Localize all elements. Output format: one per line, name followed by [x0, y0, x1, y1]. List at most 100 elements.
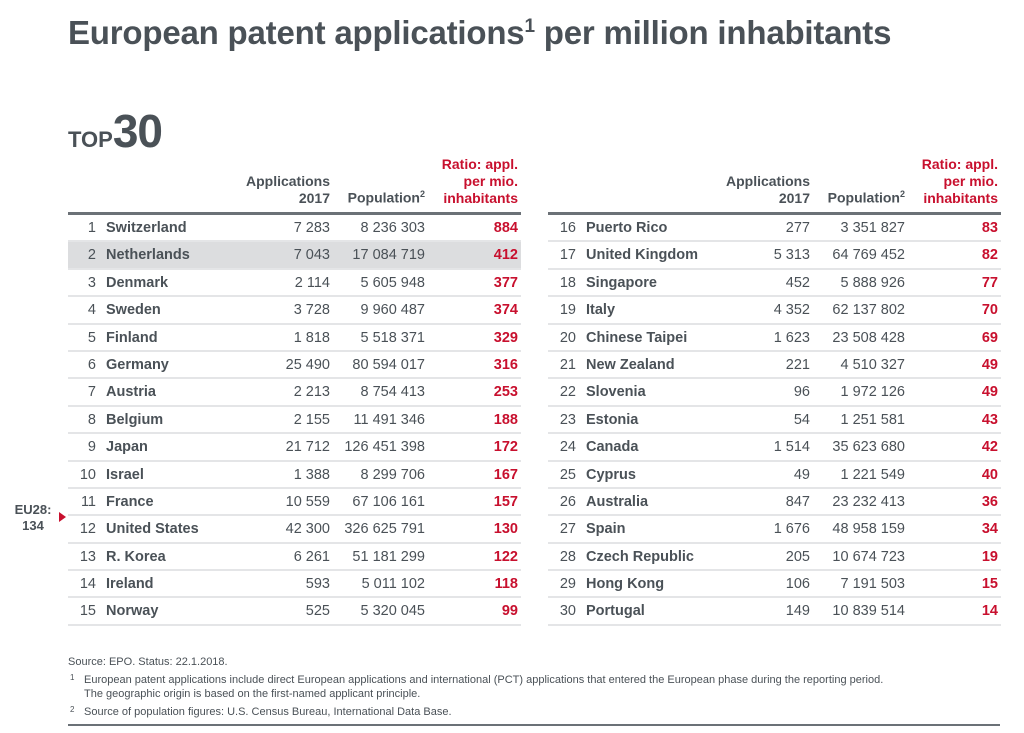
rank-cell: 15 [68, 599, 96, 624]
population-cell: 17 084 719 [352, 243, 425, 268]
country-cell: Finland [106, 326, 158, 351]
country-cell: Ireland [106, 572, 154, 597]
rank-cell: 11 [68, 490, 96, 515]
population-cell: 126 451 398 [344, 435, 425, 460]
country-cell: New Zealand [586, 353, 675, 378]
applications-cell: 2 114 [295, 271, 330, 296]
population-cell: 23 508 428 [832, 326, 905, 351]
population-cell: 8 299 706 [360, 463, 425, 488]
applications-cell: 277 [786, 216, 810, 241]
table-row: 30Portugal14910 839 51414 [548, 598, 1001, 625]
country-cell: Japan [106, 435, 148, 460]
rank-cell: 5 [68, 326, 96, 351]
population-cell: 1 221 549 [840, 463, 905, 488]
applications-cell: 1 514 [774, 435, 810, 460]
rank-cell: 25 [548, 463, 576, 488]
applications-cell: 1 623 [774, 326, 810, 351]
applications-cell: 6 261 [294, 545, 330, 570]
ranking-table-left: Applications2017Population2Ratio: appl.p… [68, 155, 521, 626]
applications-cell: 1 388 [294, 463, 330, 488]
applications-cell: 2 213 [294, 380, 330, 405]
population-cell: 64 769 452 [832, 243, 905, 268]
applications-cell: 847 [786, 490, 810, 515]
ratio-cell: 374 [494, 298, 518, 323]
rank-cell: 27 [548, 517, 576, 542]
ratio-cell: 172 [494, 435, 518, 460]
table-row: 11France10 55967 106 161157 [68, 489, 521, 516]
ratio-cell: 167 [494, 463, 518, 488]
population-cell: 35 623 680 [832, 435, 905, 460]
header-ratio: Ratio: appl.per mio.inhabitants [922, 156, 998, 207]
country-cell: Italy [586, 298, 615, 323]
country-cell: Estonia [586, 408, 638, 433]
ranking-table-right: Applications2017Population2Ratio: appl.p… [548, 155, 1001, 626]
table-row: 28Czech Republic20510 674 72319 [548, 544, 1001, 571]
table-header: Applications2017Population2Ratio: appl.p… [68, 155, 521, 215]
country-cell: Sweden [106, 298, 161, 323]
eu28-average-label: EU28:134 [8, 502, 58, 534]
country-cell: Singapore [586, 271, 657, 296]
population-cell: 10 674 723 [832, 545, 905, 570]
ratio-cell: 69 [982, 326, 998, 351]
rank-cell: 13 [68, 545, 96, 570]
population-cell: 62 137 802 [832, 298, 905, 323]
population-cell: 80 594 017 [352, 353, 425, 378]
rank-cell: 14 [68, 572, 96, 597]
table-row: 19Italy4 35262 137 80270 [548, 297, 1001, 324]
applications-cell: 10 559 [286, 490, 330, 515]
table-row: 9Japan21 712126 451 398172 [68, 434, 521, 461]
ratio-cell: 253 [494, 380, 518, 405]
applications-cell: 1 818 [294, 326, 330, 351]
rank-cell: 9 [68, 435, 96, 460]
population-cell: 10 839 514 [832, 599, 905, 624]
applications-cell: 5 313 [774, 243, 810, 268]
population-cell: 5 518 371 [360, 326, 425, 351]
population-cell: 9 960 487 [360, 298, 425, 323]
top30-heading: TOP30 [68, 104, 162, 158]
applications-cell: 3 728 [294, 298, 330, 323]
table-row: 2Netherlands7 04317 084 719412 [68, 242, 521, 269]
rank-cell: 23 [548, 408, 576, 433]
population-cell: 7 191 503 [840, 572, 905, 597]
population-cell: 5 320 045 [360, 599, 425, 624]
population-cell: 23 232 413 [832, 490, 905, 515]
ratio-cell: 412 [494, 243, 518, 268]
ratio-cell: 36 [982, 490, 998, 515]
country-cell: United States [106, 517, 199, 542]
applications-cell: 452 [786, 271, 810, 296]
population-cell: 51 181 299 [352, 545, 425, 570]
table-row: 6Germany25 49080 594 017316 [68, 352, 521, 379]
table-row: 23Estonia541 251 58143 [548, 407, 1001, 434]
country-cell: Czech Republic [586, 545, 694, 570]
country-cell: Australia [586, 490, 648, 515]
ratio-cell: 377 [494, 271, 518, 296]
country-cell: Austria [106, 380, 156, 405]
source-note: Source: EPO. Status: 22.1.2018. [68, 655, 1000, 670]
table-row: 17United Kingdom5 31364 769 45282 [548, 242, 1001, 269]
ratio-cell: 130 [494, 517, 518, 542]
population-cell: 326 625 791 [344, 517, 425, 542]
table-row: 13R. Korea6 26151 181 299122 [68, 544, 521, 571]
applications-cell: 7 283 [294, 216, 330, 241]
applications-cell: 2 155 [294, 408, 330, 433]
ratio-cell: 329 [494, 326, 518, 351]
population-cell: 48 958 159 [832, 517, 905, 542]
rank-cell: 4 [68, 298, 96, 323]
country-cell: United Kingdom [586, 243, 698, 268]
ratio-cell: 316 [494, 353, 518, 378]
table-row: 26Australia84723 232 41336 [548, 489, 1001, 516]
country-cell: Portugal [586, 599, 645, 624]
table-row: 16Puerto Rico2773 351 82783 [548, 215, 1001, 242]
rank-cell: 12 [68, 517, 96, 542]
rank-cell: 24 [548, 435, 576, 460]
population-cell: 8 754 413 [360, 380, 425, 405]
applications-cell: 525 [306, 599, 330, 624]
header-ratio: Ratio: appl.per mio.inhabitants [442, 156, 518, 207]
applications-cell: 7 043 [294, 243, 330, 268]
ratio-cell: 884 [494, 216, 518, 241]
rank-cell: 17 [548, 243, 576, 268]
ratio-cell: 19 [982, 545, 998, 570]
table-row: 20Chinese Taipei1 62323 508 42869 [548, 325, 1001, 352]
applications-cell: 1 676 [774, 517, 810, 542]
ratio-cell: 157 [494, 490, 518, 515]
